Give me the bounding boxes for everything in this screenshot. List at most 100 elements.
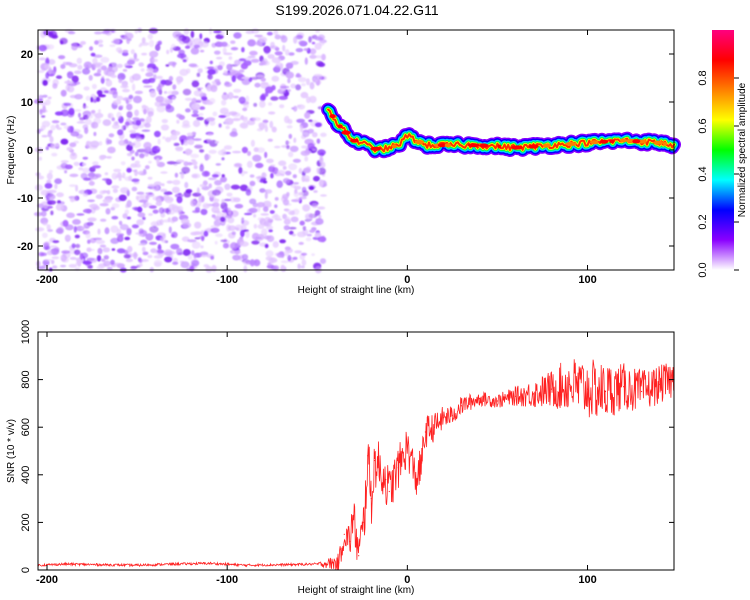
noise-blob <box>196 116 204 121</box>
noise-blob <box>147 254 153 259</box>
noise-blob <box>229 196 237 203</box>
noise-blob <box>274 65 281 72</box>
noise-blob <box>130 49 135 55</box>
noise-blob <box>97 69 102 74</box>
noise-blob <box>121 51 129 57</box>
noise-blob <box>60 138 69 145</box>
noise-blob <box>264 191 268 200</box>
noise-blob <box>149 50 159 58</box>
noise-blob <box>290 216 299 223</box>
noise-blob <box>69 184 77 188</box>
noise-blob <box>226 63 233 71</box>
noise-blob <box>200 49 205 53</box>
noise-blob <box>217 65 223 71</box>
snr-data-point <box>64 563 66 565</box>
noise-blob <box>120 85 129 89</box>
noise-blob <box>305 237 312 242</box>
noise-blob <box>157 40 162 46</box>
noise-blob <box>242 107 248 112</box>
signal-hotspot <box>467 143 480 148</box>
noise-blob <box>131 156 135 161</box>
noise-blob <box>156 219 162 226</box>
noise-blob <box>274 204 278 208</box>
noise-blob <box>311 253 315 256</box>
noise-blob <box>71 43 78 51</box>
noise-blob <box>63 102 72 107</box>
noise-blob <box>160 79 167 85</box>
noise-blob <box>317 34 325 41</box>
y-tick-label: 0 <box>20 567 32 573</box>
noise-blob <box>244 57 252 61</box>
snr-line-layer <box>37 359 675 571</box>
noise-blob <box>318 179 324 187</box>
noise-blob <box>268 102 273 106</box>
noise-blob <box>284 216 291 223</box>
noise-blob <box>298 241 304 245</box>
noise-blob <box>66 147 73 151</box>
noise-blob <box>148 160 152 164</box>
noise-blob <box>180 139 184 146</box>
noise-blob <box>225 125 230 130</box>
noise-blob <box>287 89 291 92</box>
noise-blob <box>105 255 109 260</box>
signal-hotspot <box>530 144 539 149</box>
colorbar-tick-label: 0.8 <box>697 70 709 85</box>
noise-blob <box>124 30 128 34</box>
noise-blob <box>118 194 127 202</box>
noise-blob <box>85 95 91 101</box>
noise-blob <box>85 231 91 239</box>
noise-blob <box>47 73 55 77</box>
noise-blob <box>140 68 145 72</box>
noise-blob <box>133 58 140 62</box>
noise-blob <box>127 245 133 253</box>
noise-blob <box>90 121 99 129</box>
noise-blob <box>78 189 88 195</box>
noise-blob <box>110 74 117 78</box>
noise-blob <box>37 175 45 180</box>
x-tick-label: 0 <box>404 574 410 586</box>
noise-blob <box>262 206 269 212</box>
noise-blob <box>302 226 307 231</box>
noise-blob <box>293 137 297 143</box>
noise-blob <box>206 66 215 70</box>
noise-blob <box>191 173 201 179</box>
noise-blob <box>111 185 120 189</box>
noise-blob <box>111 124 120 129</box>
noise-blob <box>250 76 259 80</box>
noise-blob <box>162 136 166 140</box>
noise-blob <box>111 248 116 251</box>
noise-blob <box>111 203 120 209</box>
noise-blob <box>293 105 298 112</box>
noise-blob <box>94 112 104 119</box>
noise-blob <box>172 261 179 265</box>
noise-blob <box>243 265 248 273</box>
noise-blob <box>209 98 216 104</box>
snr-data-point <box>397 467 399 469</box>
noise-blob <box>106 189 111 195</box>
noise-blob <box>183 191 192 198</box>
noise-blob <box>48 130 53 134</box>
noise-blob <box>220 31 225 36</box>
noise-blob <box>314 55 323 59</box>
noise-blob <box>247 151 251 156</box>
noise-blob <box>200 230 204 237</box>
noise-blob <box>290 184 297 188</box>
noise-blob <box>285 209 292 213</box>
noise-blob <box>69 94 78 99</box>
noise-blob <box>241 146 248 154</box>
noise-blob <box>60 122 67 126</box>
noise-blob <box>156 105 166 113</box>
noise-blob <box>267 138 273 142</box>
y-tick-label: -10 <box>17 193 33 205</box>
noise-blob <box>246 160 253 168</box>
noise-blob <box>148 27 158 34</box>
noise-blob <box>309 95 317 104</box>
noise-blob <box>200 208 208 216</box>
noise-blob <box>280 85 290 89</box>
noise-blob <box>98 44 104 47</box>
noise-blob <box>90 96 94 103</box>
noise-blob <box>177 252 184 255</box>
noise-blob <box>271 75 280 82</box>
noise-blob <box>66 71 74 79</box>
noise-blob <box>301 259 307 266</box>
